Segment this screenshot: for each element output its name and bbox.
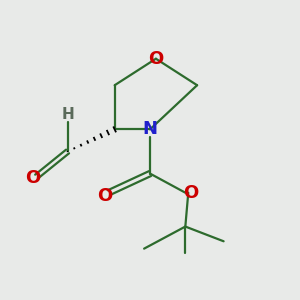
Text: O: O xyxy=(148,50,164,68)
Text: O: O xyxy=(26,169,41,187)
Text: O: O xyxy=(97,187,112,205)
Text: H: H xyxy=(61,107,74,122)
Text: N: N xyxy=(142,120,158,138)
Text: O: O xyxy=(183,184,198,202)
